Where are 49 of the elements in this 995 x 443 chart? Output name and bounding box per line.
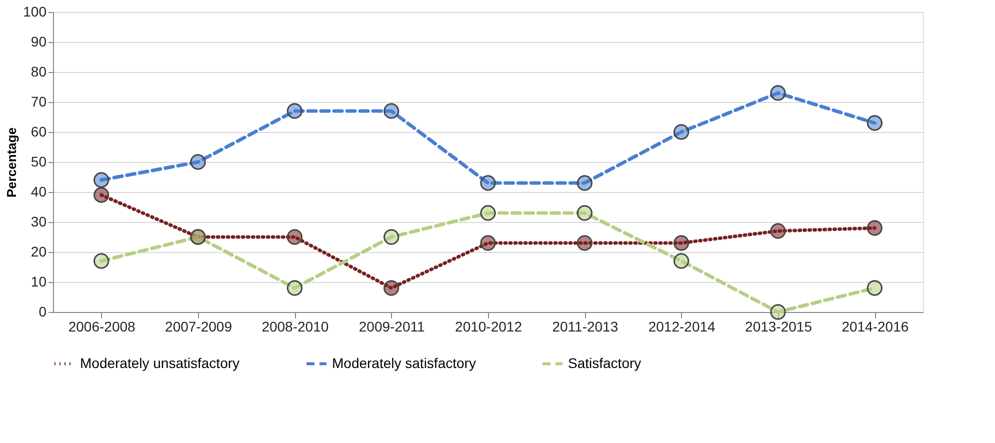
y-tick-label: 50 [30,154,47,170]
point [94,187,110,203]
x-tick-label: 2011-2013 [552,318,618,334]
y-tick-label: 70 [30,94,47,110]
point [384,229,400,245]
y-tick-label: 100 [23,4,47,20]
point [576,235,592,251]
x-tick-label: 2013-2015 [745,318,812,334]
x-tick-label: 2014-2016 [842,318,909,334]
y-tick-label: 20 [30,244,47,260]
y-axis-title: Percentage [4,127,20,198]
point [770,304,786,320]
point [384,280,400,296]
legend-label: Satisfactory [568,354,642,371]
y-tick-label: 60 [30,124,47,140]
point [770,85,786,101]
legend-label: Moderately satisfactory [332,354,476,371]
point [480,175,496,191]
point [866,220,882,236]
y-tick-label: 90 [30,34,47,50]
point [384,103,400,119]
point [674,124,690,140]
y-tick-label: 0 [38,304,47,320]
point [674,253,690,269]
x-tick-label: 2006-2008 [68,318,136,334]
x-tick-label: 2010-2012 [455,318,522,334]
point [576,205,592,221]
point [94,172,110,188]
point [770,223,786,239]
y-tick-label: 30 [30,214,47,230]
point [286,229,302,245]
point [866,280,882,296]
point [286,103,302,119]
point [190,154,206,170]
point [480,205,496,221]
y-tick-label: 40 [30,184,47,200]
point [286,280,302,296]
x-tick-label: 2008-2010 [262,318,329,334]
point [674,235,690,251]
legend-label: Moderately unsatisfactory [80,354,240,371]
y-tick-label: 10 [30,274,47,290]
point [576,175,592,191]
point [94,253,110,269]
x-tick-label: 2012-2014 [648,318,716,334]
point [866,115,882,131]
y-tick-label: 80 [30,64,47,80]
x-tick-label: 2009-2011 [358,318,425,334]
x-tick-label: 2007-2009 [165,318,232,334]
point [480,235,496,251]
